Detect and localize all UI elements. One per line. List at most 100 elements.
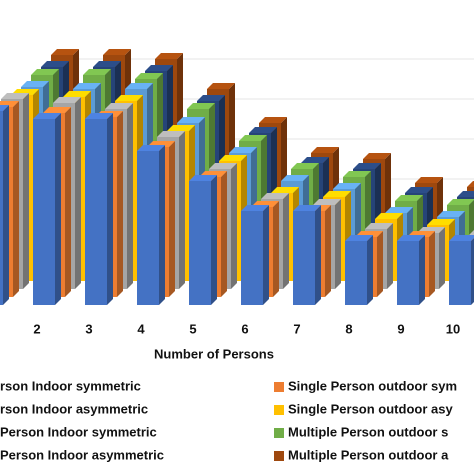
legend-label: rson Indoor asymmetric xyxy=(0,401,148,416)
bar xyxy=(345,235,373,305)
bar-top xyxy=(21,81,49,87)
bar-top xyxy=(385,207,413,213)
bar-top xyxy=(469,230,474,235)
bar-front xyxy=(0,111,3,305)
bar-top xyxy=(467,181,474,187)
bar-top xyxy=(167,125,195,131)
bar-top xyxy=(427,219,455,225)
bar-top xyxy=(363,153,391,159)
bar xyxy=(397,235,425,305)
bar-top xyxy=(53,97,81,103)
bar-top xyxy=(311,147,339,153)
bar-top xyxy=(73,83,101,89)
bar xyxy=(137,145,165,305)
bar-side xyxy=(55,113,61,305)
bar-top xyxy=(85,113,113,119)
bar-side xyxy=(179,131,185,289)
x-tick-label: 4 xyxy=(137,321,145,336)
bar-side xyxy=(273,201,279,297)
bar-side xyxy=(231,163,237,289)
x-tick-label: 6 xyxy=(241,321,248,336)
bar-top xyxy=(51,49,79,55)
bar xyxy=(189,175,217,305)
bar-top xyxy=(43,107,71,113)
bar-top xyxy=(197,95,225,101)
legend-label: Single Person outdoor sym xyxy=(288,378,457,393)
bar xyxy=(0,105,9,305)
bar-top xyxy=(281,175,309,181)
bar-top xyxy=(249,127,277,133)
bar-top xyxy=(83,69,111,75)
bar-top xyxy=(395,195,423,201)
bar-front xyxy=(345,241,367,305)
bar-side xyxy=(325,205,331,297)
legend-label: Multiple Person outdoor a xyxy=(288,447,449,462)
plot-area xyxy=(0,49,474,305)
bar-front xyxy=(85,119,107,305)
bar-top xyxy=(397,235,425,241)
bar-top xyxy=(189,175,217,181)
bar-top xyxy=(447,199,474,205)
bar-top xyxy=(405,187,433,193)
bar-side xyxy=(107,113,113,305)
bar-side xyxy=(471,238,474,305)
bar-top xyxy=(63,91,91,97)
bar-top xyxy=(187,103,215,109)
bar-side xyxy=(263,205,269,305)
bar-side xyxy=(169,141,175,297)
bar-side xyxy=(23,93,29,289)
bar-top xyxy=(229,147,257,153)
bar-side xyxy=(159,145,165,305)
bar-top xyxy=(271,187,299,193)
bar-top xyxy=(259,117,287,123)
bar-top xyxy=(365,223,393,229)
bar-side xyxy=(439,227,445,289)
bar-top xyxy=(415,177,443,183)
x-tick-label: 7 xyxy=(293,321,300,336)
x-tick-label: 8 xyxy=(345,321,352,336)
bar-side xyxy=(387,223,393,289)
bar-top xyxy=(313,199,341,205)
legend-swatch xyxy=(274,451,284,461)
bar-top xyxy=(333,183,361,189)
bar-side xyxy=(429,231,435,297)
bar-front xyxy=(397,241,419,305)
x-tick-label: 9 xyxy=(397,321,404,336)
bar-front xyxy=(189,181,211,305)
bar-top xyxy=(449,235,474,241)
legend-label: rson Indoor symmetric xyxy=(0,378,141,393)
legend-swatch xyxy=(274,382,284,392)
bar-front xyxy=(33,119,55,305)
bar-top xyxy=(241,205,269,211)
legend-swatch xyxy=(274,405,284,415)
bar-top xyxy=(343,171,371,177)
bar-top xyxy=(157,131,185,137)
bar xyxy=(241,205,269,305)
bar-top xyxy=(239,135,267,141)
bar-top xyxy=(291,163,319,169)
bar-side xyxy=(13,101,19,297)
bar-top xyxy=(207,83,235,89)
bar-top xyxy=(41,61,69,67)
bar-top xyxy=(261,193,289,199)
bar-top xyxy=(1,93,29,99)
bar-top xyxy=(293,205,321,211)
bar-front xyxy=(241,211,263,305)
bar-top xyxy=(135,73,163,79)
bar-top xyxy=(103,49,131,55)
bar-side xyxy=(419,235,425,305)
bar-top xyxy=(323,191,351,197)
bar-top xyxy=(137,145,165,151)
bar-top xyxy=(375,213,403,219)
legend-label: Multiple Person outdoor s xyxy=(288,424,448,439)
bar-top xyxy=(155,53,183,59)
x-tick-label: 5 xyxy=(189,321,196,336)
legend-swatch xyxy=(274,428,284,438)
bar-top xyxy=(345,235,373,241)
bar-top xyxy=(177,117,205,123)
bar-top xyxy=(353,163,381,169)
legend-label: Person Indoor symmetric xyxy=(0,424,157,439)
bar-top xyxy=(105,103,133,109)
bar-top xyxy=(31,69,59,75)
